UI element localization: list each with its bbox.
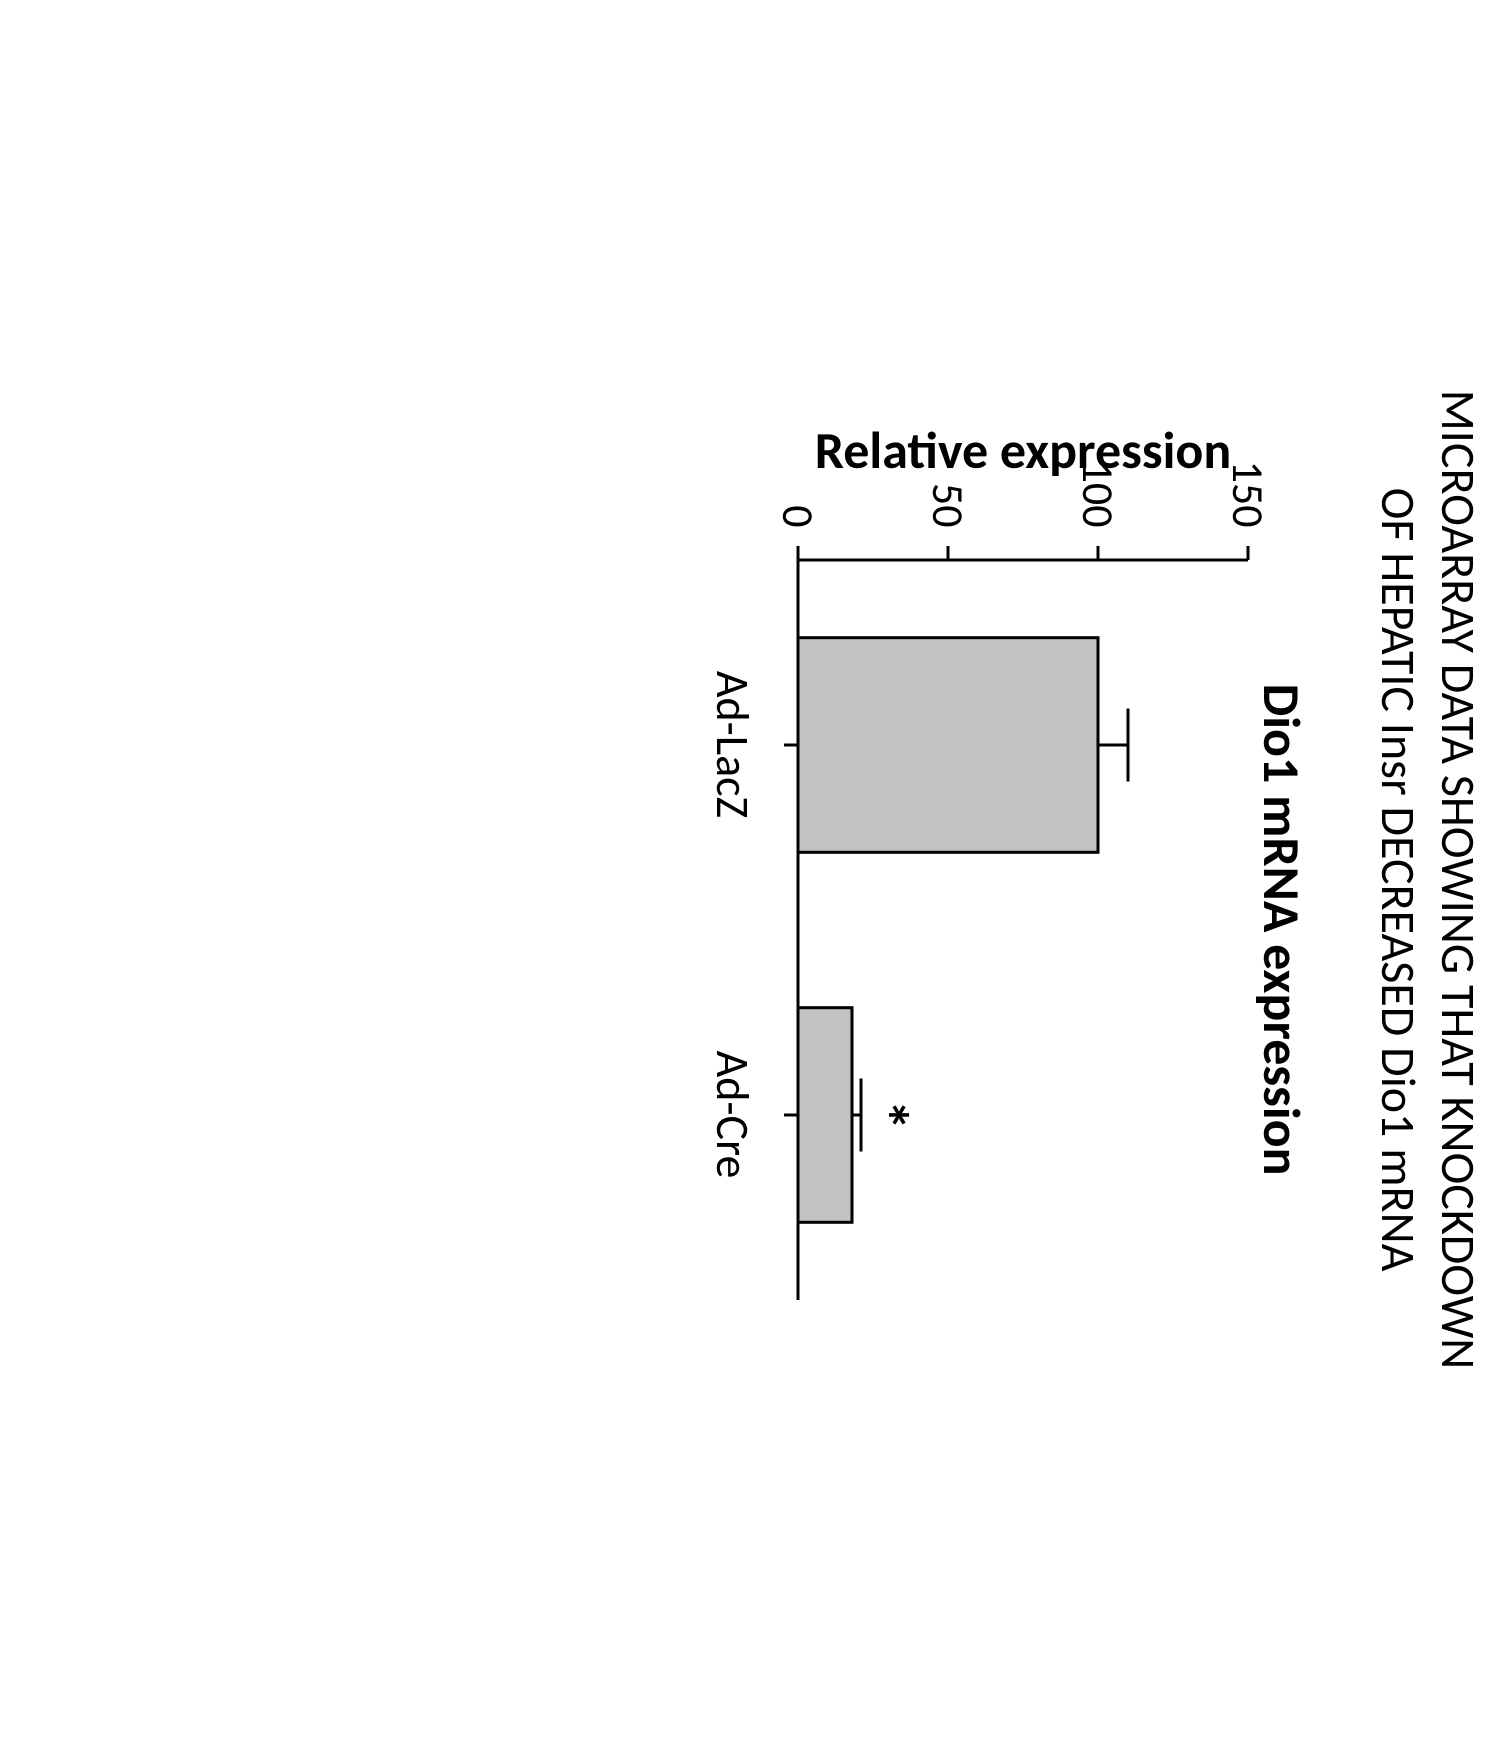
figure-caption-line1: MICROARRAY DATA SHOWING THAT KNOCKDOWN: [1429, 390, 1485, 1370]
y-tick-label: 100: [1071, 461, 1125, 528]
bar-Ad-Cre: [798, 1007, 852, 1222]
y-tick-label: 0: [771, 505, 825, 527]
chart-title: Dio1 mRNA expression: [1250, 683, 1314, 1175]
x-category-label: Ad-LacZ: [704, 671, 760, 818]
significance-marker: *: [848, 1099, 924, 1130]
chart-container: Dio1 mRNA expressionRelative expression*…: [708, 430, 1328, 1330]
figure-caption-line2: OF HEPATIC Insr DECREASED Dio1 mRNA: [1369, 488, 1428, 1272]
y-tick-label: 150: [1221, 461, 1275, 528]
x-category-label: Ad-Cre: [704, 1051, 760, 1179]
figure-caption: MICROARRAY DATA SHOWING THAT KNOCKDOWN O…: [1368, 390, 1485, 1370]
chart-svg: *: [708, 430, 1328, 1330]
y-tick-label: 50: [921, 483, 975, 528]
bar-Ad-LacZ: [798, 637, 1098, 852]
y-axis-title: Relative expression: [815, 418, 1232, 482]
page: FIG. 3 MICROARRAY DATA SHOWING THAT KNOC…: [708, 280, 1485, 1480]
